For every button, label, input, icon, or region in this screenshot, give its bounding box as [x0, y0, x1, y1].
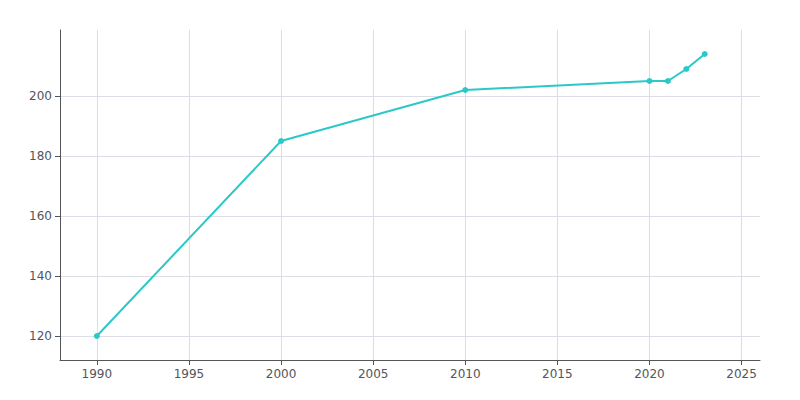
svg-text:120: 120: [29, 329, 52, 343]
svg-text:2020: 2020: [634, 367, 665, 381]
svg-text:1990: 1990: [82, 367, 113, 381]
svg-text:160: 160: [29, 209, 52, 223]
svg-text:200: 200: [29, 89, 52, 103]
svg-text:2015: 2015: [542, 367, 573, 381]
svg-text:2005: 2005: [358, 367, 389, 381]
svg-text:1995: 1995: [174, 367, 205, 381]
svg-text:140: 140: [29, 269, 52, 283]
svg-text:2000: 2000: [266, 367, 297, 381]
svg-text:2025: 2025: [726, 367, 757, 381]
svg-text:2010: 2010: [450, 367, 481, 381]
svg-text:180: 180: [29, 149, 52, 163]
